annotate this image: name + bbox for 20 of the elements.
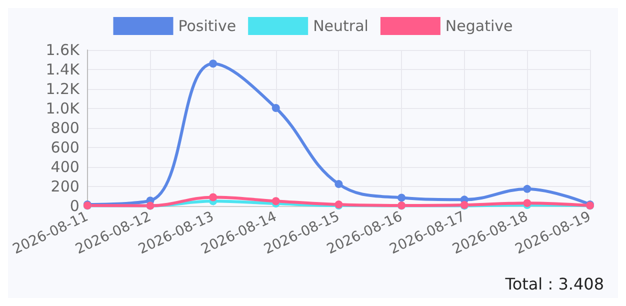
- y-tick-label: 800: [50, 119, 80, 137]
- y-tick-label: 600: [50, 138, 80, 156]
- point: [209, 60, 218, 68]
- y-tick-label: 0: [70, 197, 80, 215]
- legend-label: Positive: [178, 17, 236, 35]
- y-tick-label: 200: [50, 178, 80, 196]
- point: [209, 193, 218, 202]
- point: [398, 194, 406, 202]
- y-tick-label: 1.4K: [46, 60, 81, 78]
- point: [334, 180, 343, 188]
- y-tick-label: 1.6K: [46, 41, 81, 59]
- point: [272, 197, 280, 206]
- legend-label: Negative: [445, 17, 513, 35]
- y-tick-label: 1.2K: [46, 80, 81, 98]
- y-tick-label: 1.0K: [46, 100, 81, 118]
- point: [272, 104, 280, 112]
- y-tick-label: 400: [50, 158, 80, 176]
- legend-label: Neutral: [313, 17, 368, 35]
- point: [523, 184, 532, 193]
- text: Total : 3.408: [504, 274, 604, 294]
